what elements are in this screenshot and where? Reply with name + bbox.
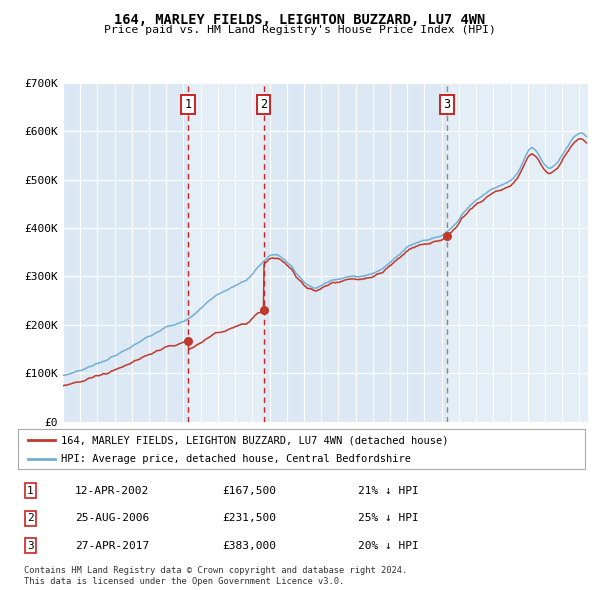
Text: 25-AUG-2006: 25-AUG-2006 — [75, 513, 149, 523]
Text: Price paid vs. HM Land Registry's House Price Index (HPI): Price paid vs. HM Land Registry's House … — [104, 25, 496, 35]
Text: 12-APR-2002: 12-APR-2002 — [75, 486, 149, 496]
Text: 164, MARLEY FIELDS, LEIGHTON BUZZARD, LU7 4WN (detached house): 164, MARLEY FIELDS, LEIGHTON BUZZARD, LU… — [61, 435, 448, 445]
Text: 164, MARLEY FIELDS, LEIGHTON BUZZARD, LU7 4WN: 164, MARLEY FIELDS, LEIGHTON BUZZARD, LU… — [115, 13, 485, 27]
Point — [442, 231, 452, 241]
Text: £231,500: £231,500 — [222, 513, 276, 523]
Text: 25% ↓ HPI: 25% ↓ HPI — [358, 513, 419, 523]
Text: Contains HM Land Registry data © Crown copyright and database right 2024.: Contains HM Land Registry data © Crown c… — [24, 566, 407, 575]
Text: 27-APR-2017: 27-APR-2017 — [75, 541, 149, 551]
Text: 3: 3 — [443, 98, 451, 111]
Point — [184, 336, 193, 345]
Text: This data is licensed under the Open Government Licence v3.0.: This data is licensed under the Open Gov… — [24, 577, 344, 586]
Bar — [447, 83, 588, 422]
Text: 21% ↓ HPI: 21% ↓ HPI — [358, 486, 419, 496]
Bar — [188, 83, 263, 422]
Text: 20% ↓ HPI: 20% ↓ HPI — [358, 541, 419, 551]
Text: HPI: Average price, detached house, Central Bedfordshire: HPI: Average price, detached house, Cent… — [61, 454, 410, 464]
Text: 1: 1 — [27, 486, 34, 496]
Text: 3: 3 — [27, 541, 34, 551]
Point — [259, 305, 268, 314]
Text: 1: 1 — [185, 98, 192, 111]
Text: £383,000: £383,000 — [222, 541, 276, 551]
Text: 2: 2 — [260, 98, 267, 111]
Text: £167,500: £167,500 — [222, 486, 276, 496]
Text: 2: 2 — [27, 513, 34, 523]
